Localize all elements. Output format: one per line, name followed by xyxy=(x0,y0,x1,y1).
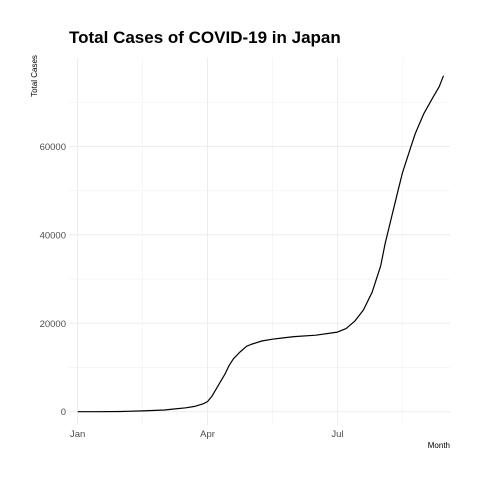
y-tick-label: 0 xyxy=(61,407,66,418)
total-cases-line xyxy=(77,75,445,413)
x-tick-label: Apr xyxy=(200,429,215,440)
y-tick-label: 20000 xyxy=(40,319,66,330)
y-tick-label: 40000 xyxy=(40,230,66,241)
chart-title: Total Cases of COVID-19 in Japan xyxy=(69,28,341,47)
x-tick-labels: Jan Apr Jul xyxy=(70,429,344,440)
minor-gridlines xyxy=(69,58,450,425)
x-axis-title: Month xyxy=(428,441,450,450)
y-axis-title: Total Cases xyxy=(30,55,39,97)
major-gridlines xyxy=(69,58,450,425)
y-tick-labels: 0 20000 40000 60000 xyxy=(40,142,66,418)
x-tick-label: Jan xyxy=(70,429,85,440)
y-tick-label: 60000 xyxy=(40,142,66,153)
x-tick-label: Jul xyxy=(331,429,343,440)
